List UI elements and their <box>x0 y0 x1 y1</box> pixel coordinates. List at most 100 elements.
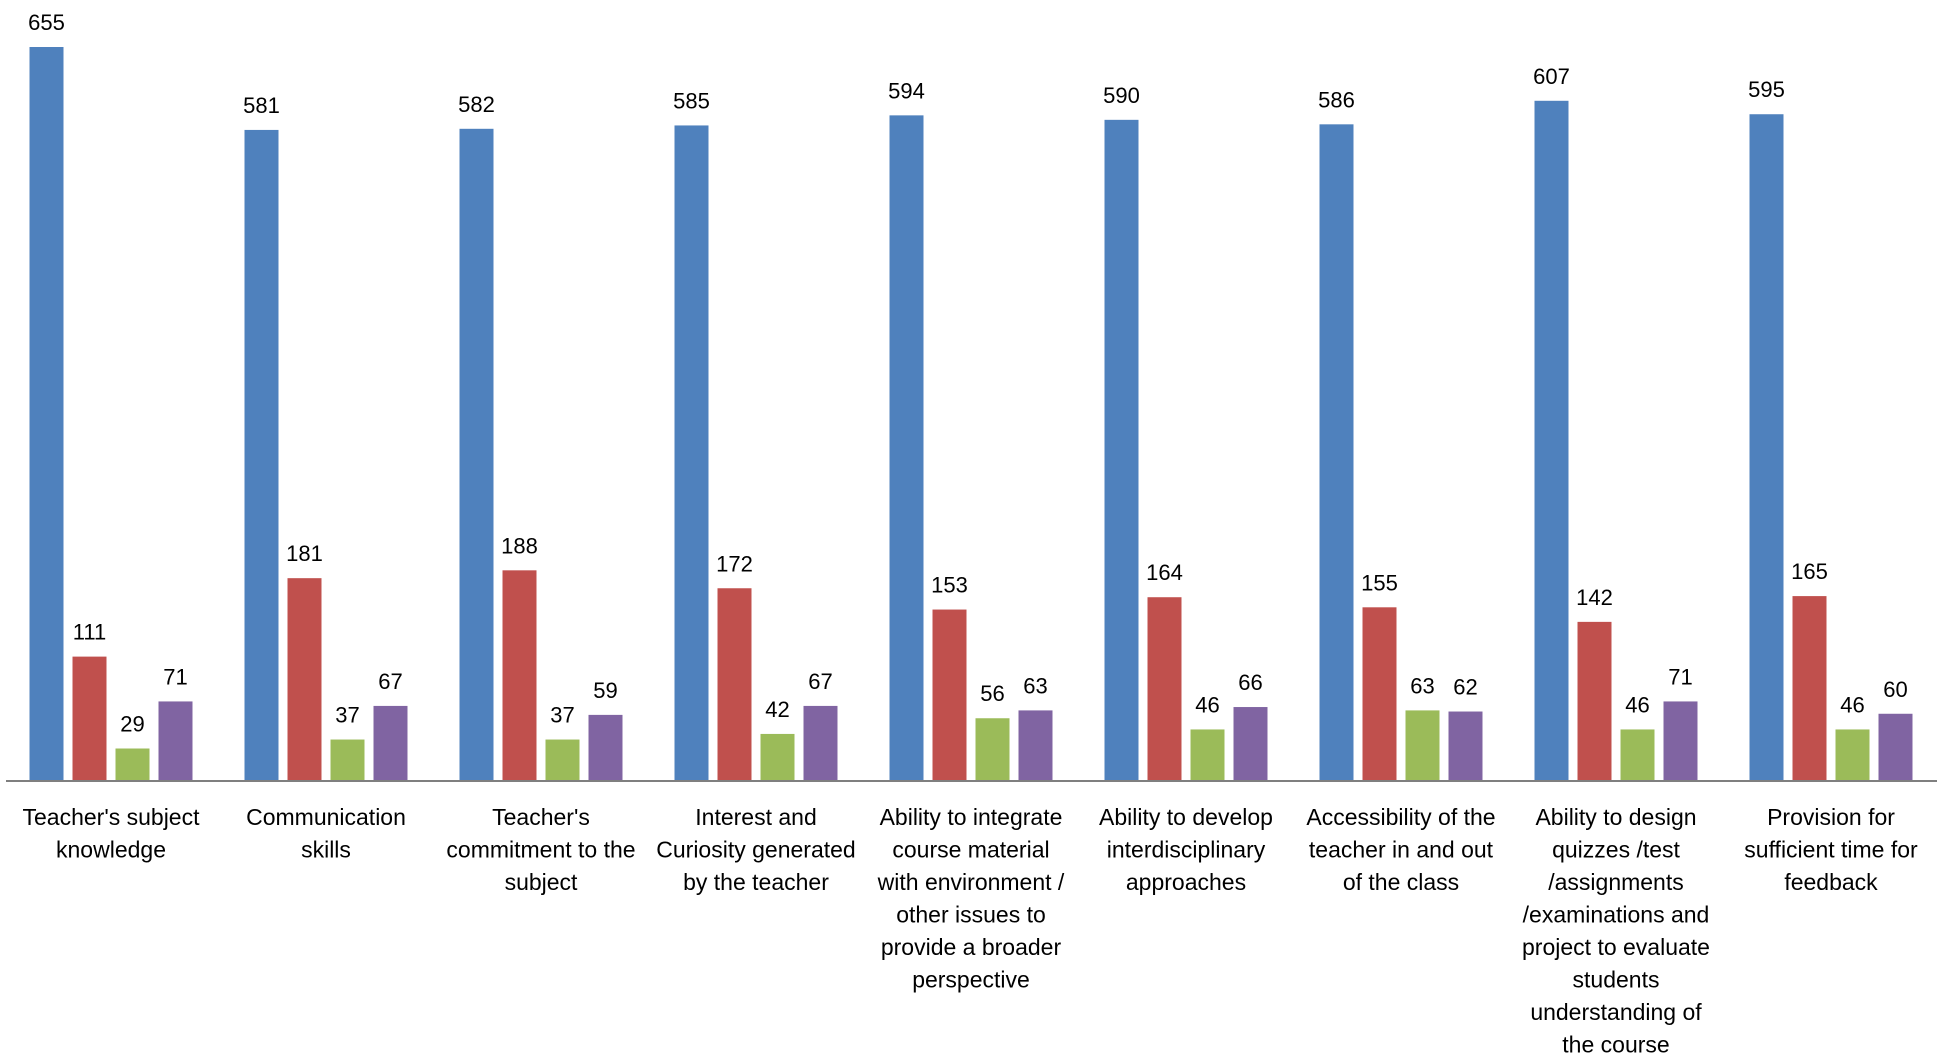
category-label-2-line-1: Communication <box>246 804 406 830</box>
category-label-6-line-2: interdisciplinary <box>1107 837 1266 863</box>
bars-layer <box>29 47 1913 782</box>
category-label-8-line-5: project to evaluate <box>1522 934 1710 960</box>
bar-8-series-4 <box>1663 701 1698 781</box>
bar-8-series-3 <box>1620 729 1655 781</box>
bar-3-series-3 <box>545 739 580 781</box>
data-label-8-series-3: 46 <box>1625 692 1649 717</box>
category-label-5-line-4: other issues to <box>896 902 1046 928</box>
bar-1-series-3 <box>115 748 150 781</box>
bar-7-series-1 <box>1319 124 1354 781</box>
data-label-1-series-3: 29 <box>120 712 144 737</box>
bar-5-series-3 <box>975 718 1010 781</box>
data-label-7-series-3: 63 <box>1410 673 1434 698</box>
data-label-1-series-4: 71 <box>163 664 187 689</box>
data-label-1-series-1: 655 <box>28 10 65 35</box>
bar-9-series-1 <box>1749 114 1784 782</box>
data-label-6-series-2: 164 <box>1146 560 1183 585</box>
data-label-8-series-1: 607 <box>1533 64 1570 89</box>
bar-8-series-2 <box>1577 621 1612 781</box>
data-label-2-series-1: 581 <box>243 93 280 118</box>
data-label-2-series-4: 67 <box>378 669 402 694</box>
bar-3-series-4 <box>588 714 623 781</box>
data-label-2-series-3: 37 <box>335 703 359 728</box>
data-label-2-series-2: 181 <box>286 541 323 566</box>
data-label-3-series-4: 59 <box>593 678 617 703</box>
category-label-5-line-5: provide a broader <box>881 934 1062 960</box>
bar-2-series-4 <box>373 705 408 781</box>
category-label-6-line-1: Ability to develop <box>1099 804 1273 830</box>
value-labels-layer: 655 111 29 71 581 181 37 67 582 188 37 59 585 172 42 67… <box>28 10 1908 737</box>
bar-5-series-4 <box>1018 710 1053 781</box>
category-label-5-line-1: Ability to integrate <box>880 804 1063 830</box>
data-label-9-series-3: 46 <box>1840 692 1864 717</box>
data-label-4-series-1: 585 <box>673 88 710 113</box>
data-label-1-series-2: 111 <box>73 620 106 645</box>
category-label-3-line-1: Teacher's <box>492 804 590 830</box>
bar-2-series-2 <box>287 578 322 781</box>
bar-9-series-3 <box>1835 729 1870 781</box>
data-label-3-series-1: 582 <box>458 92 495 117</box>
category-label-8-line-8: the course <box>1562 1032 1669 1054</box>
category-label-1-line-1: Teacher's subject <box>23 804 201 830</box>
category-label-1-line-2: knowledge <box>56 837 166 863</box>
category-label-7-line-2: teacher in and out <box>1309 837 1494 863</box>
bar-2-series-3 <box>330 739 365 781</box>
bar-3-series-1 <box>459 128 494 782</box>
bar-9-series-2 <box>1792 596 1827 781</box>
bar-4-series-4 <box>803 705 838 781</box>
category-label-2-line-2: skills <box>301 837 351 863</box>
category-label-7-line-1: Accessibility of the <box>1306 804 1495 830</box>
category-label-8-line-1: Ability to design <box>1535 804 1696 830</box>
bar-4-series-3 <box>760 733 795 781</box>
data-label-9-series-4: 60 <box>1883 677 1907 702</box>
data-label-4-series-3: 42 <box>765 697 789 722</box>
category-label-8-line-2: quizzes /test <box>1552 837 1680 863</box>
bar-1-series-2 <box>72 656 107 781</box>
data-label-5-series-1: 594 <box>888 78 925 103</box>
data-label-5-series-4: 63 <box>1023 673 1047 698</box>
bar-3-series-2 <box>502 570 537 781</box>
data-label-3-series-3: 37 <box>550 703 574 728</box>
bar-6-series-1 <box>1104 119 1139 781</box>
bar-7-series-4 <box>1448 711 1483 781</box>
bar-4-series-2 <box>717 588 752 781</box>
bar-6-series-2 <box>1147 597 1182 781</box>
bar-1-series-4 <box>158 701 193 781</box>
data-label-5-series-2: 153 <box>931 573 968 598</box>
bar-1-series-1 <box>29 47 64 781</box>
data-label-6-series-3: 46 <box>1195 692 1219 717</box>
data-label-6-series-4: 66 <box>1238 670 1262 695</box>
data-label-4-series-2: 172 <box>716 551 753 576</box>
bar-6-series-3 <box>1190 729 1225 781</box>
category-label-7-line-3: of the class <box>1343 869 1459 895</box>
category-label-4-line-2: Curiosity generated <box>656 837 855 863</box>
category-label-3-line-2: commitment to the <box>446 837 635 863</box>
category-label-8-line-3: /assignments <box>1548 869 1684 895</box>
bar-7-series-3 <box>1405 710 1440 781</box>
data-label-3-series-2: 188 <box>501 533 538 558</box>
category-label-9-line-2: sufficient time for <box>1744 837 1918 863</box>
bar-5-series-1 <box>889 115 924 782</box>
data-label-7-series-4: 62 <box>1453 675 1477 700</box>
bar-7-series-2 <box>1362 607 1397 781</box>
category-labels-layer: Teacher's subject knowledge Communication s… <box>23 804 1919 1054</box>
category-label-5-line-6: perspective <box>912 967 1030 993</box>
category-label-6-line-3: approaches <box>1126 869 1246 895</box>
category-label-5-line-3: with environment / <box>877 869 1065 895</box>
data-label-7-series-2: 155 <box>1361 570 1398 595</box>
category-label-8-line-6: students <box>1573 967 1660 993</box>
category-label-5-line-2: course material <box>892 837 1049 863</box>
bar-4-series-1 <box>674 125 709 781</box>
category-label-4-line-1: Interest and <box>695 804 816 830</box>
bar-2-series-1 <box>244 129 279 782</box>
category-label-4-line-3: by the teacher <box>683 869 829 895</box>
data-label-8-series-2: 142 <box>1576 585 1613 610</box>
bar-5-series-2 <box>932 609 967 781</box>
bar-6-series-4 <box>1233 707 1268 781</box>
category-label-9-line-1: Provision for <box>1767 804 1895 830</box>
data-label-8-series-4: 71 <box>1668 664 1692 689</box>
data-label-6-series-1: 590 <box>1103 83 1140 108</box>
category-label-8-line-4: /examinations and <box>1523 902 1710 928</box>
data-label-9-series-1: 595 <box>1748 77 1785 102</box>
category-label-8-line-7: understanding of <box>1530 999 1702 1025</box>
